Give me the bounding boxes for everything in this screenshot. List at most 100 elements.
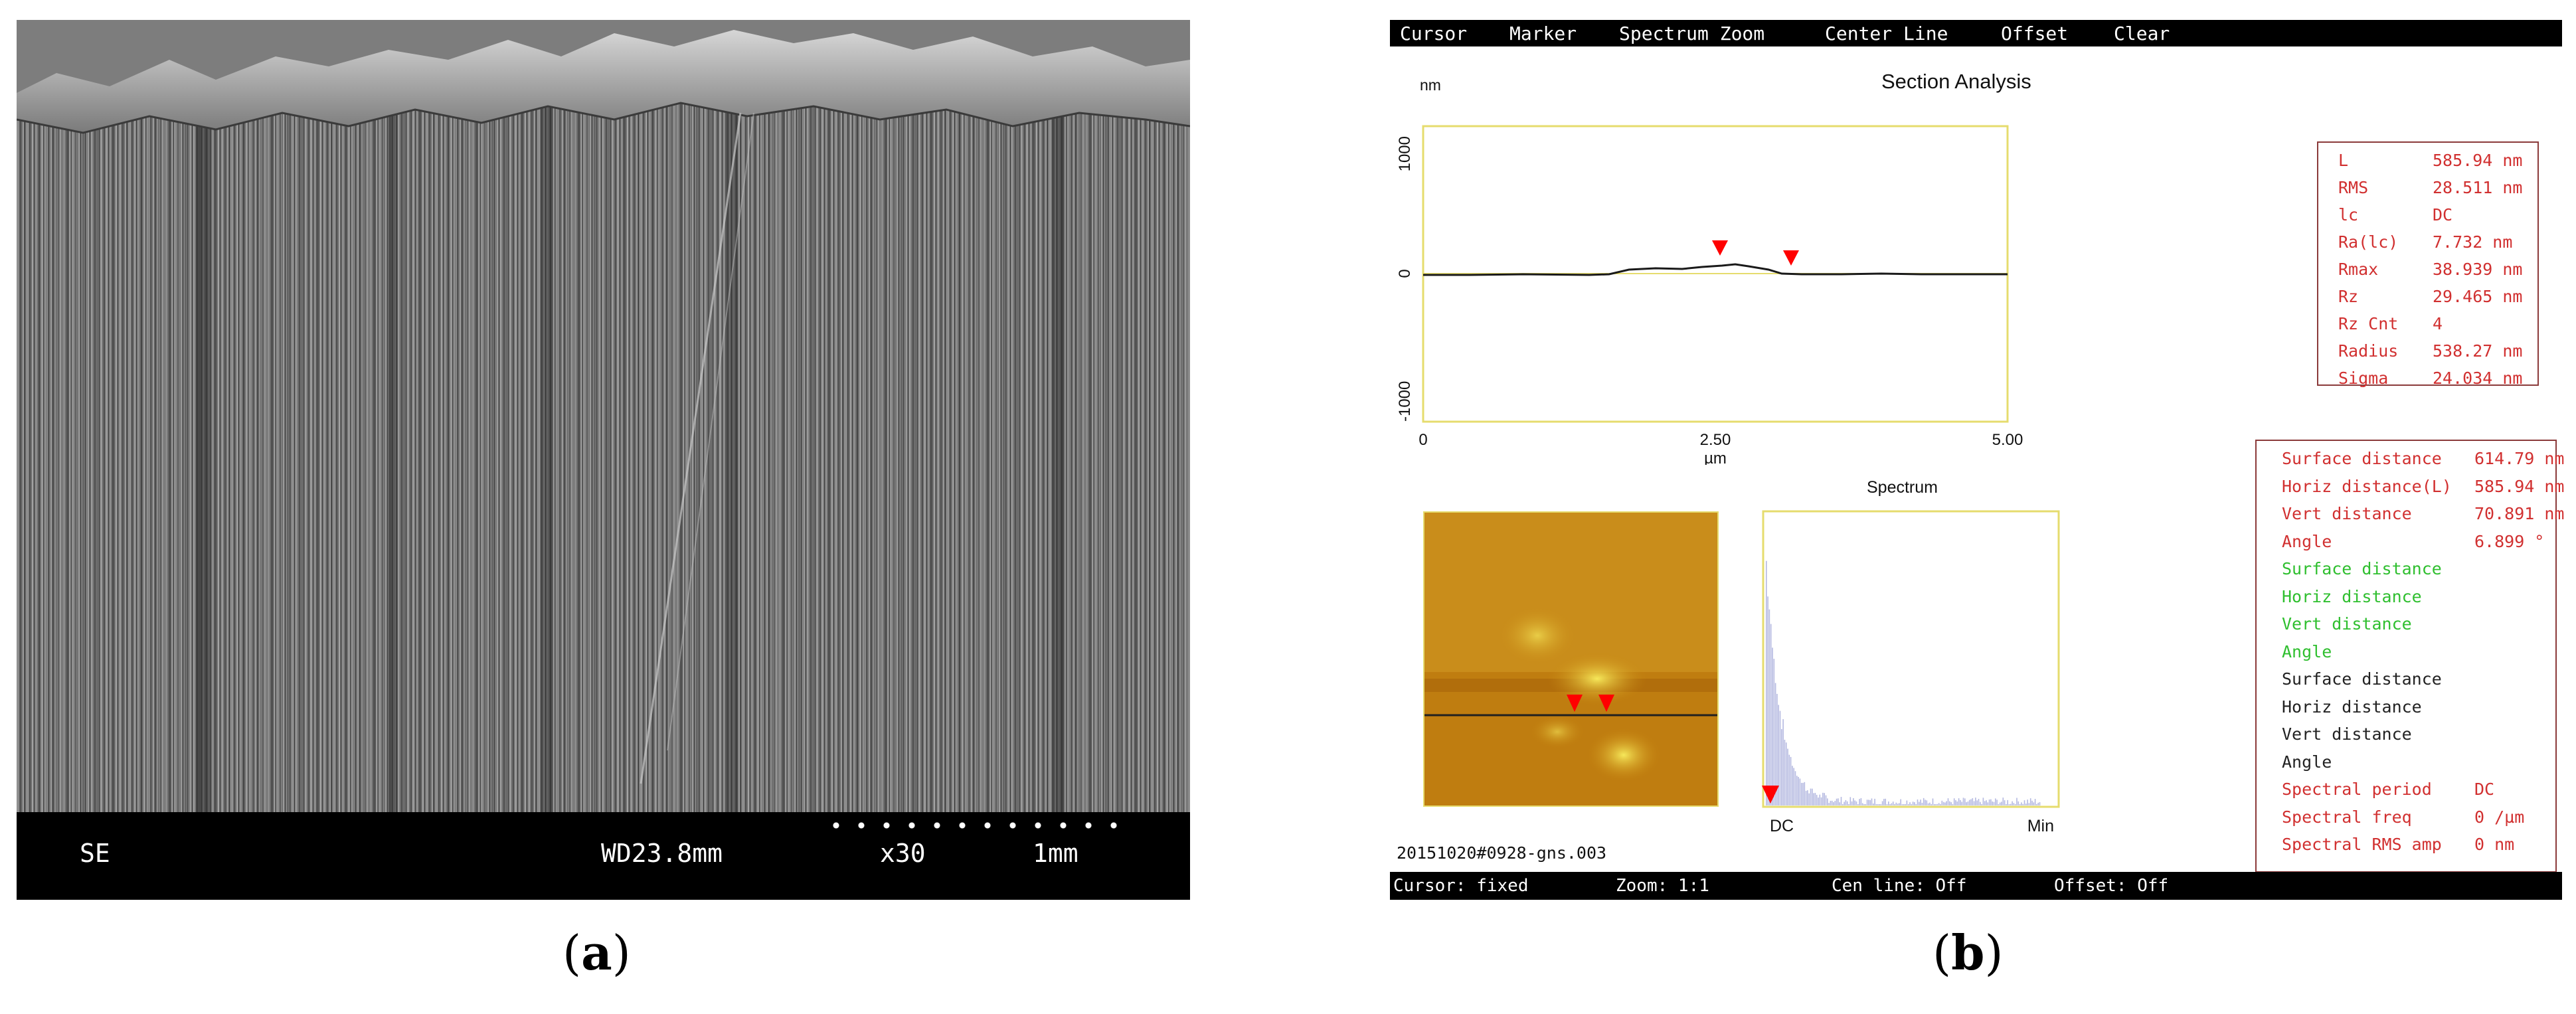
y-tick-bottom: -1000 [1396,381,1414,422]
spectrum-bar [1935,804,1936,805]
menu-spectrum-zoom[interactable]: Spectrum Zoom [1619,23,1765,44]
spectrum-bar [1897,803,1899,805]
spectrum-bar [1929,802,1931,805]
spectrum-bar [1998,804,2000,805]
distance-label: Vert distance [2282,724,2412,744]
spectrum-bar [1838,798,1839,805]
spectrum-bar [1800,782,1802,805]
spectrum-bar [1995,798,1996,805]
menu-clear[interactable]: Clear [2114,23,2170,44]
spectrum-bar [2023,800,2025,805]
spectrum-bar [1844,802,1845,805]
spectrum-bar [1907,804,1909,805]
spectrum-bar [1830,800,1832,805]
spectrum-bar [1772,647,1773,805]
spectrum-bar [1810,788,1812,805]
distance-value: 70.891 nm [2474,504,2565,523]
spectrum-bar [1794,771,1796,805]
menu-offset[interactable]: Offset [2001,23,2069,44]
spectrum-bar [1944,802,1946,805]
spectrum-bar [1873,803,1874,805]
height-profile-line [1423,263,2008,276]
distance-value: 585.94 nm [2474,476,2565,496]
spectrum-bar [2031,800,2033,805]
spectrum-bar [1849,797,1851,805]
spectrum-bar [1770,624,1772,805]
distance-label: Spectral freq [2282,807,2412,827]
magnification-label: x30 [880,839,926,868]
menu-center-line[interactable]: Center Line [1825,23,1948,44]
spectrum-frame [1762,510,2060,808]
spectrum-bar [1993,802,1995,805]
spectrum-bar [2012,801,2013,805]
distance-label: Angle [2282,531,2332,551]
spectrum-bar [2029,798,2031,805]
spectrum-bar [2027,800,2028,805]
spectrum-bar [1805,790,1807,805]
caption-b-letter: b [1951,924,1985,981]
spectrum-bar [1946,801,1947,805]
sem-micrograph: SE WD23.8mm x30 1mm [17,20,1190,900]
spectrum-bar [1788,754,1790,805]
spectrum-bar [1895,802,1897,805]
spectrum-bar [1784,739,1786,805]
spectrum-bar [1859,799,1860,805]
distance-label: Surface distance [2282,449,2442,468]
status-offset: Offset: Off [2054,876,2169,896]
spectrum-bar [1958,798,1960,805]
spectrum-bar [1865,803,1867,805]
distance-value: 6.899 ° [2474,531,2545,551]
distance-value: 0 /µm [2474,807,2525,827]
menu-marker[interactable]: Marker [1509,23,1577,44]
spectrum-bar [1992,801,1993,805]
spectrum-bar [1820,797,1822,805]
spectrum-bar [1912,802,1914,805]
spectrum-bar [1914,802,1915,805]
spectrum-bar [1909,802,1911,805]
spectrum-bar [1790,756,1792,805]
spectrum-bar [1785,742,1787,805]
roughness-label: Rz Cnt [2338,314,2399,333]
roughness-value: DC [2433,205,2453,224]
distance-label: Spectral RMS amp [2282,835,2442,854]
spectrum-bar [1892,802,1894,805]
distance-label: Horiz distance [2282,697,2422,717]
sem-info-bar: SE WD23.8mm x30 1mm [17,812,1190,900]
spectrum-bar [1917,799,1919,805]
spectrum-bar [2037,802,2039,805]
spectrum-bar [1819,794,1821,805]
spectrum-bar [1781,728,1782,805]
spectrum-bar [1845,800,1847,805]
spectrum-title: Spectrum [1867,478,1938,497]
menu-cursor[interactable]: Cursor [1400,23,1468,44]
spectrum-bar [2033,802,2035,805]
spectrum-bar [1982,798,1984,805]
spectrum-bar [1880,804,1882,805]
distance-value: 614.79 nm [2474,449,2565,468]
spectrum-bar [1860,798,1862,805]
spectrum-bar [1973,801,1975,805]
spectrum-bar [2039,802,2041,805]
spectrum-bar [1827,798,1828,805]
spectrum-bar [1886,804,1888,805]
spectrum-bar [1996,800,1998,805]
afm-section-analysis-window: Cursor Marker Spectrum Zoom Center Line … [1390,20,2564,900]
spectrum-bar [1955,800,1956,805]
roughness-label: Radius [2338,341,2399,361]
distance-results-panel: Surface distance 614.79 nm Horiz distance(… [2255,440,2564,873]
distance-label: Angle [2282,752,2332,772]
spectrum-bar [2007,800,2008,805]
spectrum-bar [1828,803,1830,805]
spectrum-bar [1833,802,1834,805]
spectrum-bar [1988,799,1990,805]
spectrum-bar [1950,802,1952,805]
spectrum-bar [1915,804,1917,805]
spectrum-bar [1840,797,1842,805]
menu-bar: Cursor Marker Spectrum Zoom Center Line … [1390,20,2562,46]
spectrum-bar [1967,802,1969,805]
distance-label: Horiz distance(L) [2282,476,2452,496]
distance-label: Spectral period [2282,780,2432,799]
spectrum-plot: DC Min [1762,510,2060,835]
spectrum-bar [2018,801,2019,805]
spectrum-marker [1762,786,1779,803]
